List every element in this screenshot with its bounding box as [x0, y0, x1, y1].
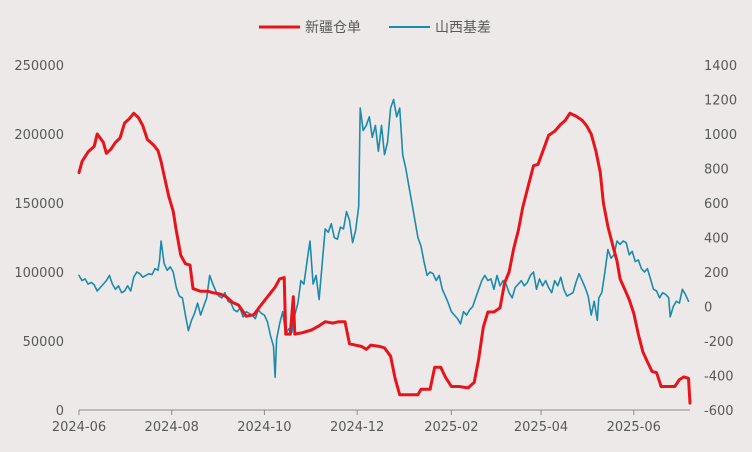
y-right-tick-label: -400	[704, 370, 734, 385]
legend-label-xinjiang: 新疆仓单	[305, 20, 361, 36]
y-right-tick-label: 200	[704, 266, 729, 281]
y-left-tick-label: 100000	[14, 266, 64, 281]
x-tick-label: 2025-02	[424, 420, 478, 435]
x-tick-label: 2024-08	[145, 420, 199, 435]
y-left-tick-label: 50000	[23, 335, 64, 350]
y-right-tick-label: 1000	[704, 128, 737, 143]
x-tick-label: 2025-06	[607, 420, 661, 435]
y-right-tick-label: 800	[704, 163, 729, 178]
x-tick-label: 2024-12	[330, 420, 384, 435]
y-left-tick-label: 150000	[14, 197, 64, 212]
series-line-xinjiang	[77, 111, 692, 405]
legend: 新疆仓单 山西基差	[259, 19, 491, 36]
axes: 2024-06 2024-08 2024-10 2024-12 2025-02 2025-…	[14, 59, 737, 435]
y-right-tick-label: 0	[704, 301, 712, 316]
y-left-tick-label: 250000	[14, 59, 64, 74]
y-right-tick-label: 1400	[704, 59, 737, 74]
plot-area	[77, 98, 692, 405]
y-right-tick-label: -600	[704, 404, 734, 419]
y-right-tick-label: 400	[704, 232, 729, 247]
y-right-tick-label: 1200	[704, 94, 737, 109]
x-tick-label: 2024-06	[52, 420, 106, 435]
y-right-tick-label: 600	[704, 197, 729, 212]
x-tick-label: 2025-04	[514, 420, 568, 435]
legend-label-shanxi: 山西基差	[435, 19, 491, 36]
y-left-tick-label: 0	[56, 404, 64, 419]
y-right-tick-label: -200	[704, 335, 734, 350]
x-tick-label: 2024-10	[237, 420, 291, 435]
y-left-tick-label: 200000	[14, 128, 64, 143]
series-line-shanxi	[78, 98, 690, 379]
